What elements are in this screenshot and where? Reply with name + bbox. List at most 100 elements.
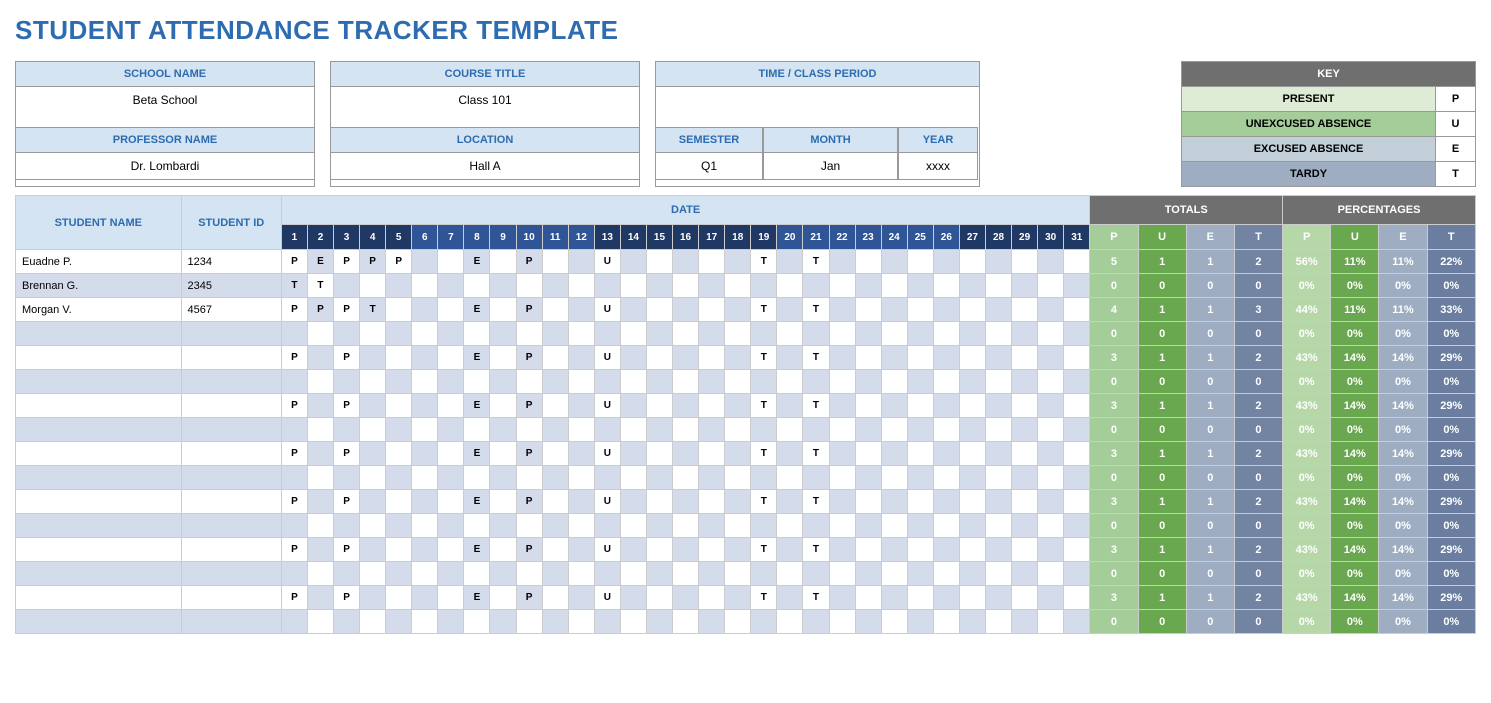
attendance-cell[interactable] — [1038, 346, 1064, 370]
attendance-cell[interactable] — [1064, 466, 1090, 490]
attendance-cell[interactable] — [907, 514, 933, 538]
attendance-cell[interactable]: T — [803, 250, 829, 274]
attendance-cell[interactable] — [490, 610, 516, 634]
attendance-cell[interactable] — [620, 466, 646, 490]
attendance-cell[interactable] — [516, 562, 542, 586]
attendance-cell[interactable] — [907, 610, 933, 634]
attendance-cell[interactable] — [881, 442, 907, 466]
attendance-cell[interactable] — [542, 370, 568, 394]
attendance-cell[interactable] — [360, 346, 386, 370]
attendance-cell[interactable] — [1038, 250, 1064, 274]
attendance-cell[interactable] — [673, 442, 699, 466]
attendance-cell[interactable] — [959, 370, 985, 394]
attendance-cell[interactable] — [360, 322, 386, 346]
attendance-cell[interactable] — [464, 466, 490, 490]
attendance-cell[interactable] — [829, 274, 855, 298]
attendance-cell[interactable] — [673, 322, 699, 346]
attendance-cell[interactable] — [542, 562, 568, 586]
attendance-cell[interactable] — [673, 562, 699, 586]
student-id-cell[interactable] — [181, 490, 281, 514]
attendance-cell[interactable] — [907, 394, 933, 418]
student-id-cell[interactable] — [181, 466, 281, 490]
attendance-cell[interactable] — [1012, 274, 1038, 298]
attendance-cell[interactable] — [1012, 322, 1038, 346]
attendance-cell[interactable] — [1064, 418, 1090, 442]
attendance-cell[interactable] — [1038, 274, 1064, 298]
attendance-cell[interactable] — [438, 514, 464, 538]
attendance-cell[interactable] — [699, 370, 725, 394]
attendance-cell[interactable]: E — [464, 394, 490, 418]
attendance-cell[interactable] — [646, 442, 672, 466]
attendance-cell[interactable]: U — [594, 442, 620, 466]
attendance-cell[interactable] — [673, 490, 699, 514]
attendance-cell[interactable] — [386, 346, 412, 370]
attendance-cell[interactable] — [725, 394, 751, 418]
attendance-cell[interactable] — [568, 490, 594, 514]
attendance-cell[interactable] — [673, 250, 699, 274]
attendance-cell[interactable] — [464, 514, 490, 538]
attendance-cell[interactable] — [334, 466, 360, 490]
attendance-cell[interactable] — [360, 538, 386, 562]
attendance-cell[interactable]: P — [334, 586, 360, 610]
attendance-cell[interactable] — [725, 346, 751, 370]
attendance-cell[interactable] — [1064, 442, 1090, 466]
attendance-cell[interactable] — [490, 490, 516, 514]
attendance-cell[interactable] — [386, 394, 412, 418]
attendance-cell[interactable] — [438, 418, 464, 442]
attendance-cell[interactable] — [307, 442, 333, 466]
attendance-cell[interactable] — [568, 538, 594, 562]
attendance-cell[interactable] — [412, 490, 438, 514]
attendance-cell[interactable] — [568, 322, 594, 346]
attendance-cell[interactable] — [1064, 250, 1090, 274]
attendance-cell[interactable] — [985, 370, 1011, 394]
attendance-cell[interactable] — [881, 298, 907, 322]
attendance-cell[interactable]: E — [307, 250, 333, 274]
attendance-cell[interactable] — [1064, 514, 1090, 538]
attendance-cell[interactable] — [777, 562, 803, 586]
attendance-cell[interactable] — [307, 346, 333, 370]
attendance-cell[interactable] — [594, 610, 620, 634]
attendance-cell[interactable] — [777, 538, 803, 562]
student-id-cell[interactable] — [181, 346, 281, 370]
attendance-cell[interactable] — [959, 586, 985, 610]
attendance-cell[interactable] — [360, 370, 386, 394]
attendance-cell[interactable] — [699, 442, 725, 466]
attendance-cell[interactable] — [464, 322, 490, 346]
attendance-cell[interactable] — [412, 370, 438, 394]
attendance-cell[interactable] — [307, 466, 333, 490]
attendance-cell[interactable] — [777, 418, 803, 442]
attendance-cell[interactable] — [1012, 346, 1038, 370]
attendance-cell[interactable] — [725, 322, 751, 346]
attendance-cell[interactable] — [1012, 370, 1038, 394]
attendance-cell[interactable] — [959, 610, 985, 634]
attendance-cell[interactable] — [386, 538, 412, 562]
attendance-cell[interactable] — [725, 562, 751, 586]
attendance-cell[interactable] — [1012, 610, 1038, 634]
attendance-cell[interactable] — [594, 322, 620, 346]
attendance-cell[interactable] — [542, 610, 568, 634]
attendance-cell[interactable] — [412, 538, 438, 562]
attendance-cell[interactable]: P — [516, 346, 542, 370]
attendance-cell[interactable] — [594, 562, 620, 586]
attendance-cell[interactable] — [933, 274, 959, 298]
attendance-cell[interactable] — [985, 562, 1011, 586]
attendance-cell[interactable]: P — [334, 394, 360, 418]
attendance-cell[interactable] — [881, 514, 907, 538]
attendance-cell[interactable] — [646, 514, 672, 538]
attendance-cell[interactable] — [646, 322, 672, 346]
attendance-cell[interactable] — [985, 250, 1011, 274]
attendance-cell[interactable] — [412, 514, 438, 538]
attendance-cell[interactable] — [855, 418, 881, 442]
attendance-cell[interactable] — [542, 298, 568, 322]
attendance-cell[interactable] — [985, 586, 1011, 610]
attendance-cell[interactable] — [620, 514, 646, 538]
attendance-cell[interactable] — [281, 418, 307, 442]
attendance-cell[interactable]: P — [334, 298, 360, 322]
attendance-cell[interactable]: T — [803, 538, 829, 562]
attendance-cell[interactable] — [699, 298, 725, 322]
attendance-cell[interactable] — [490, 442, 516, 466]
student-name-cell[interactable]: Brennan G. — [16, 274, 182, 298]
attendance-cell[interactable] — [568, 442, 594, 466]
attendance-cell[interactable] — [673, 298, 699, 322]
attendance-cell[interactable] — [959, 322, 985, 346]
